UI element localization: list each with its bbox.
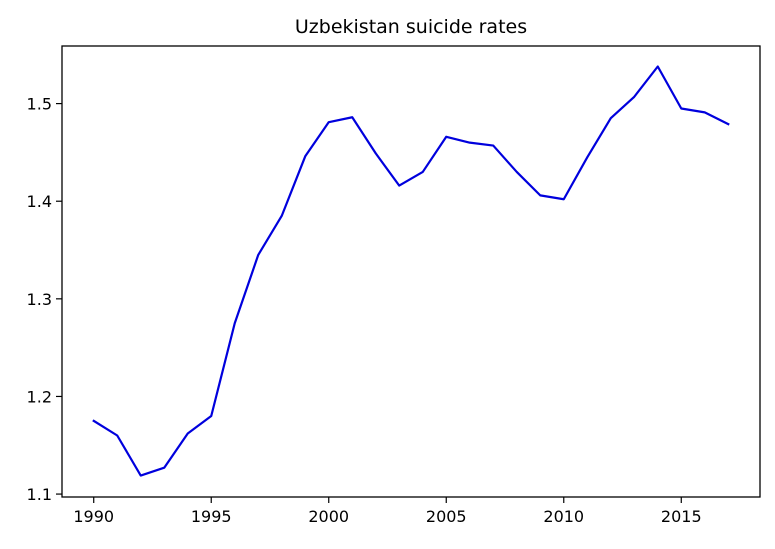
series-line bbox=[92, 65, 730, 477]
y-tick-label: 1.5 bbox=[27, 95, 52, 114]
chart-title: Uzbekistan suicide rates bbox=[295, 16, 527, 38]
plot-area bbox=[92, 65, 730, 477]
axes-frame bbox=[61, 45, 761, 498]
x-tick-label: 2015 bbox=[661, 507, 702, 526]
y-tick-label: 1.4 bbox=[27, 192, 52, 211]
x-tick-label: 2005 bbox=[426, 507, 467, 526]
y-tick-label: 1.1 bbox=[27, 485, 52, 504]
y-tick-label: 1.2 bbox=[27, 387, 52, 406]
y-tick-label: 1.3 bbox=[27, 290, 52, 309]
x-tick-label: 1995 bbox=[191, 507, 232, 526]
x-tick-label: 2000 bbox=[308, 507, 349, 526]
x-tick-label: 2010 bbox=[543, 507, 584, 526]
x-tick-label: 1990 bbox=[73, 507, 114, 526]
axis-ticks: 1990 1995 2000 2005 2010 2015 1.1 1.2 1.3 1.4 1.5 bbox=[27, 95, 702, 526]
